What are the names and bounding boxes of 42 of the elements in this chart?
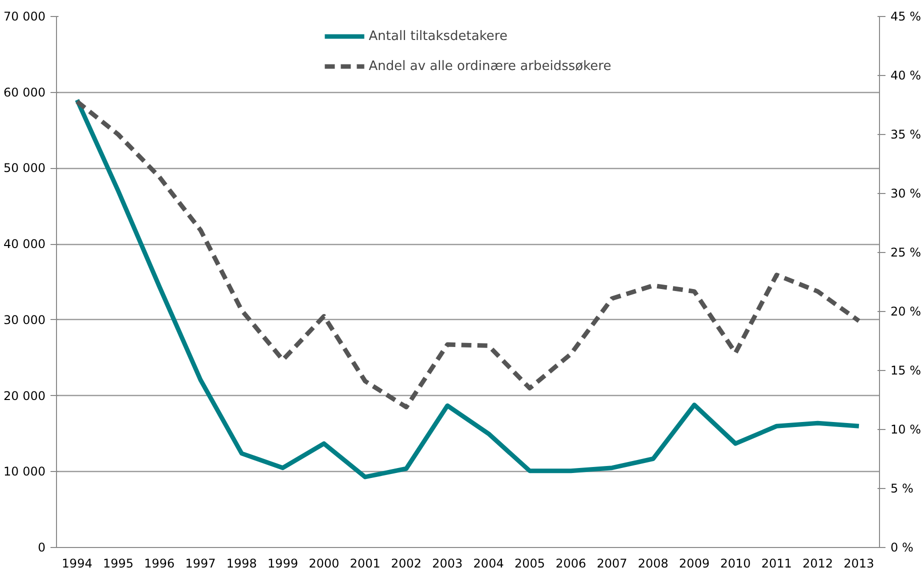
x-tick-label: 2012: [802, 556, 834, 570]
x-tick-label: 1994: [62, 556, 92, 570]
y2-tick-label: 5 %: [890, 482, 914, 496]
y2-tick-label: 30 %: [890, 186, 921, 200]
x-tick-label: 1995: [102, 556, 134, 570]
y-tick-label: 40 000: [4, 237, 46, 252]
x-tick-label: 2007: [596, 556, 628, 570]
y2-tick-label: 35 %: [890, 128, 921, 142]
y2-tick-label: 25 %: [890, 246, 921, 260]
y-tick-label: 70 000: [4, 10, 46, 24]
y-tick-label: 30 000: [4, 312, 46, 327]
x-tick-label: 2011: [761, 556, 792, 570]
y2-tick-label: 45 %: [890, 10, 921, 24]
x-tick-label: 2001: [350, 556, 380, 570]
y-tick-label: 20 000: [4, 388, 46, 403]
x-tick-label: 2003: [432, 556, 463, 570]
legend-label: Antall tiltaksdetakere: [368, 28, 508, 44]
x-tick-label: 2005: [514, 556, 545, 570]
y-tick-label: 60 000: [4, 85, 46, 100]
x-tick-label: 2000: [308, 556, 340, 570]
y2-tick-label: 0 %: [890, 540, 914, 554]
x-tick-label: 1998: [226, 556, 257, 570]
x-tick-label: 1996: [144, 556, 175, 570]
y-tick-label: 50 000: [4, 161, 46, 176]
x-tick-label: 2008: [638, 556, 668, 570]
x-tick-label: 1999: [268, 556, 298, 570]
y2-tick-label: 40 %: [890, 68, 921, 82]
x-tick-label: 2004: [473, 556, 504, 570]
y2-tick-label: 10 %: [890, 422, 921, 436]
line-series: [74, 98, 862, 480]
legend-label: Andel av alle ordinære arbeidssøkere: [368, 58, 612, 74]
x-tick-label: 2013: [844, 556, 874, 570]
x-tick-label: 2006: [556, 556, 586, 570]
x-tick-label: 2010: [720, 556, 751, 570]
y-tick-label: 0: [38, 540, 46, 554]
y-tick-label: 10 000: [4, 464, 46, 479]
x-tick-label: 2009: [679, 556, 710, 570]
x-tick-label: 1997: [185, 556, 216, 570]
y2-tick-label: 20 %: [890, 304, 921, 318]
y2-tick-label: 15 %: [890, 364, 921, 378]
x-tick-label: 2002: [391, 556, 422, 570]
line-series: [74, 99, 862, 410]
